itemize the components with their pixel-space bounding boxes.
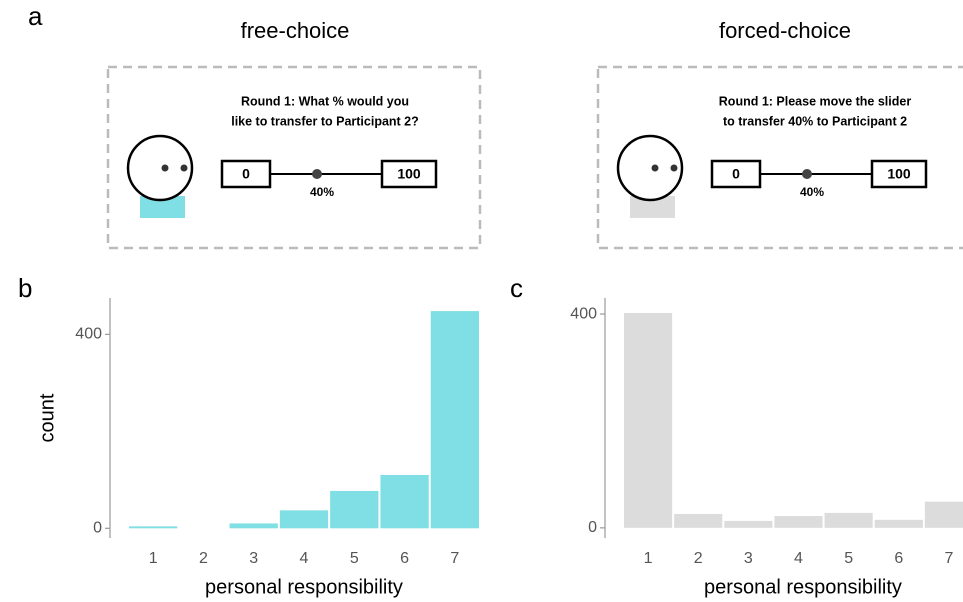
x-axis-label: personal responsibility: [205, 576, 403, 598]
bar: [129, 526, 178, 529]
panel-label: a: [28, 1, 43, 31]
slider-min: 0: [242, 166, 250, 182]
panel-label: c: [510, 273, 523, 303]
x-tick-label: 6: [400, 550, 409, 567]
y-tick-label: 0: [588, 519, 597, 536]
x-tick-label: 1: [644, 550, 653, 567]
slider-max-box: [870, 159, 928, 189]
bar: [279, 510, 329, 529]
slider-value: 40%: [800, 185, 824, 199]
dashed-box: [106, 65, 482, 250]
prompt-line: Round 1: Please move the slider: [719, 94, 912, 108]
bar: [824, 512, 873, 528]
bar: [380, 474, 429, 529]
slider-max: 100: [887, 166, 911, 182]
x-tick-label: 7: [450, 550, 459, 567]
x-tick-label: 3: [744, 550, 753, 567]
x-tick-label: 7: [944, 550, 953, 567]
avatar-body: [140, 196, 185, 218]
x-tick-label: 4: [300, 550, 309, 567]
condition-title: forced-choice: [719, 18, 851, 43]
x-tick-label: 2: [199, 550, 208, 567]
x-tick-label: 2: [694, 550, 703, 567]
avatar-head: [126, 134, 194, 202]
x-axis-label: personal responsibility: [704, 576, 902, 598]
slider-min: 0: [732, 166, 740, 182]
slider-max: 100: [397, 166, 421, 182]
x-tick-label: 3: [249, 550, 258, 567]
bar: [874, 519, 923, 528]
prompt-line: Round 1: What % would you: [241, 94, 409, 108]
bar: [624, 312, 673, 528]
x-tick-label: 5: [844, 550, 853, 567]
slider-min-box: [710, 159, 762, 189]
prompt-line: like to transfer to Participant 2?: [231, 114, 419, 128]
x-tick-label: 4: [794, 550, 803, 567]
condition-title: free-choice: [241, 18, 350, 43]
avatar-eye: [180, 164, 188, 172]
slider-value: 40%: [310, 185, 334, 199]
avatar-head: [616, 134, 684, 202]
slider-knob: [802, 169, 812, 179]
avatar-body: [630, 196, 675, 218]
avatar-eye: [651, 164, 659, 172]
bar: [430, 311, 479, 529]
bar: [724, 520, 773, 528]
slider-knob: [312, 169, 322, 179]
bar: [774, 516, 823, 528]
panel-label: b: [18, 273, 32, 303]
y-tick-label: 400: [75, 326, 102, 343]
y-axis-label: count: [36, 393, 58, 442]
x-tick-label: 1: [149, 550, 158, 567]
x-tick-label: 5: [350, 550, 359, 567]
slider-max-box: [380, 159, 438, 189]
y-tick-label: 0: [93, 520, 102, 537]
prompt-line: to transfer 40% to Participant 2: [723, 114, 907, 128]
bar: [330, 490, 379, 529]
y-tick-label: 400: [570, 305, 597, 322]
dashed-box: [596, 65, 963, 250]
slider-min-box: [220, 159, 272, 189]
bar: [924, 501, 963, 528]
bar: [674, 513, 723, 528]
avatar-eye: [670, 164, 678, 172]
bar: [229, 523, 278, 529]
avatar-eye: [161, 164, 169, 172]
x-tick-label: 6: [894, 550, 903, 567]
